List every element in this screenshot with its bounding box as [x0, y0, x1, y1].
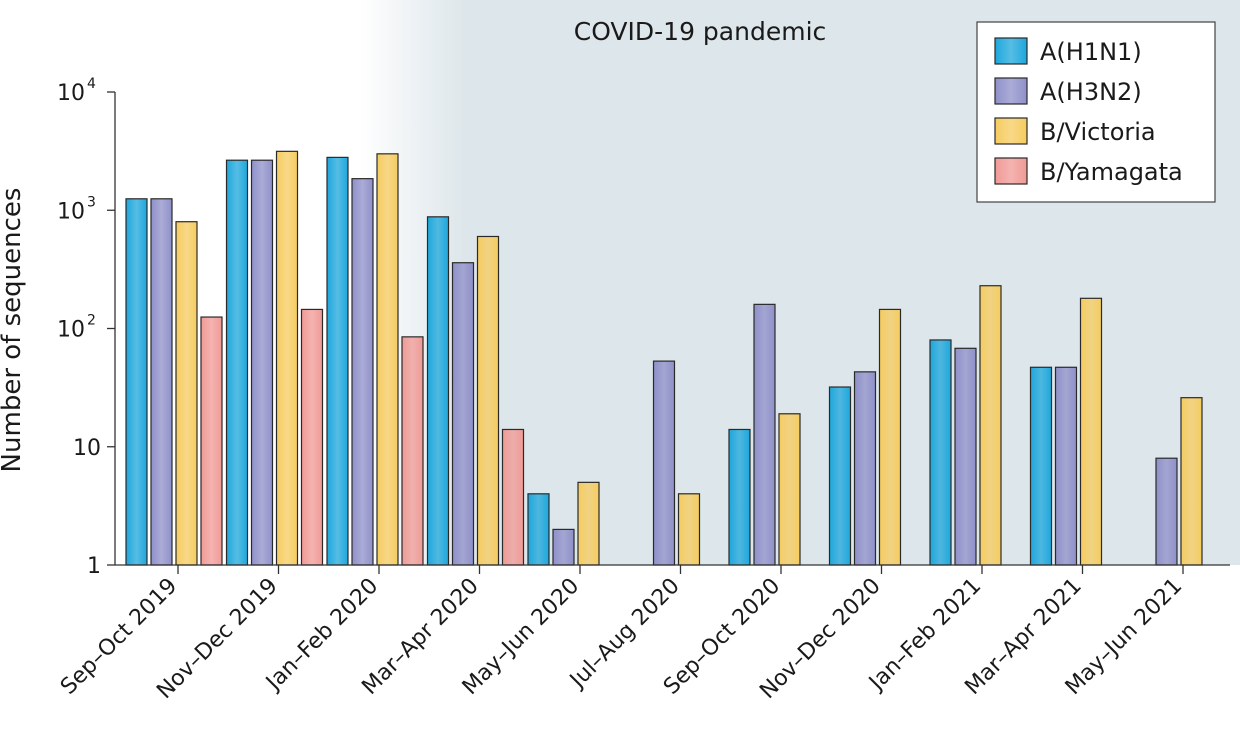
- bars-group: [125, 150, 1203, 566]
- legend-swatch-3: [994, 157, 1028, 185]
- bar-a-h1n1--3: [426, 216, 450, 566]
- legend-label-2: B/Victoria: [1040, 118, 1156, 146]
- bar-a-h3n2--4: [552, 528, 575, 566]
- bar-b-yamagata-2: [401, 336, 424, 566]
- bar-b-yamagata-0: [200, 316, 223, 566]
- y-tick-label-3: 10: [57, 199, 85, 224]
- bar-a-h3n2--9: [1054, 366, 1078, 566]
- y-tick-label-1: 10: [73, 436, 101, 461]
- legend-swatch-2: [994, 117, 1028, 145]
- bar-a-h1n1--7: [828, 386, 852, 566]
- bar-b-victoria-9: [1079, 297, 1103, 566]
- y-axis-label: Number of sequences: [0, 188, 27, 473]
- bar-a-h3n2--1: [250, 159, 274, 566]
- bar-b-victoria-10: [1180, 397, 1203, 566]
- bar-a-h1n1--4: [527, 493, 550, 566]
- bar-b-victoria-7: [878, 308, 902, 566]
- bar-a-h1n1--2: [326, 156, 349, 566]
- bar-a-h1n1--1: [225, 159, 249, 566]
- bar-a-h3n2--2: [351, 178, 374, 566]
- bar-a-h1n1--6: [728, 428, 751, 566]
- bar-a-h3n2--10: [1155, 457, 1178, 566]
- bar-a-h1n1--8: [929, 339, 952, 566]
- bar-a-h3n2--3: [451, 262, 475, 566]
- bar-a-h3n2--8: [954, 347, 977, 566]
- bar-b-victoria-4: [577, 481, 600, 566]
- bar-a-h3n2--6: [753, 303, 776, 566]
- bar-a-h3n2--5: [652, 360, 676, 566]
- bar-b-victoria-6: [778, 413, 801, 566]
- bar-b-victoria-3: [476, 235, 500, 566]
- bar-b-yamagata-3: [501, 428, 525, 566]
- bar-b-victoria-5: [677, 493, 701, 566]
- bar-b-victoria-2: [376, 153, 399, 566]
- y-tick-label-4: 10: [57, 81, 85, 106]
- bar-b-victoria-0: [175, 221, 198, 566]
- y-tick-label-2: 10: [57, 318, 85, 343]
- pandemic-annotation: COVID-19 pandemic: [574, 17, 827, 46]
- legend: A(H1N1) A(H3N2) B/Victoria B/Yamagata: [976, 21, 1216, 203]
- bar-a-h3n2--0: [150, 198, 173, 566]
- legend-swatch-0: [994, 37, 1028, 65]
- y-tick-exp-2: 2: [87, 313, 96, 329]
- bar-b-victoria-1: [275, 150, 299, 566]
- legend-label-1: A(H3N2): [1040, 78, 1142, 106]
- bar-a-h1n1--9: [1029, 366, 1053, 566]
- legend-label-0: A(H1N1): [1040, 38, 1142, 66]
- bar-a-h1n1--0: [125, 198, 148, 566]
- bar-b-yamagata-1: [300, 308, 324, 566]
- legend-swatch-1: [994, 77, 1028, 105]
- bar-a-h3n2--7: [853, 371, 877, 566]
- y-tick-exp-4: 4: [87, 76, 96, 92]
- y-tick-label-0: 1: [87, 554, 101, 579]
- y-tick-exp-3: 3: [87, 194, 96, 210]
- legend-label-3: B/Yamagata: [1040, 158, 1183, 186]
- bar-b-victoria-8: [979, 285, 1002, 566]
